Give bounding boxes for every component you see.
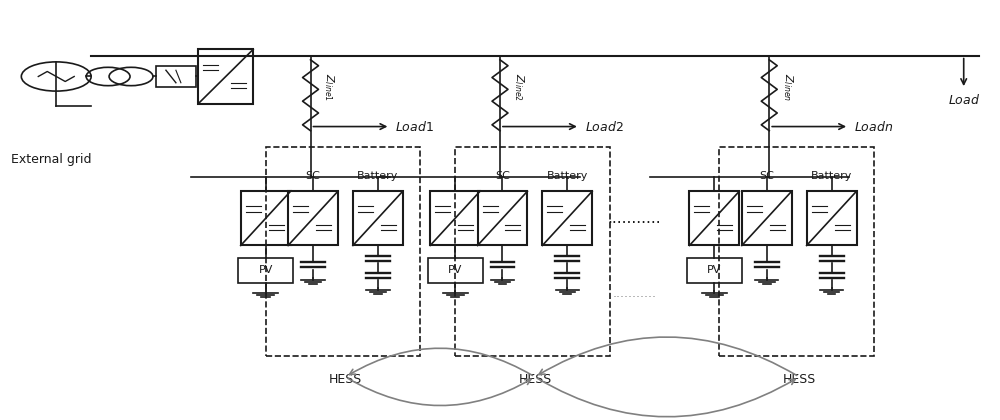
Bar [478,191,527,245]
Bar [198,50,253,104]
Text: Battery: Battery [357,171,399,181]
Text: $\it{Load}$: $\it{Load}$ [948,93,980,107]
Bar [430,191,480,245]
Text: $\it{Loadn}$: $\it{Loadn}$ [854,120,893,134]
Text: PV: PV [707,265,722,276]
Text: Battery: Battery [811,171,852,181]
Bar [742,191,792,245]
Text: ...........: ........... [613,287,657,300]
Text: SC: SC [759,171,774,181]
Bar [238,258,293,283]
Text: PV: PV [258,265,273,276]
Bar [156,66,196,87]
Bar [807,191,857,245]
Text: SC: SC [495,171,510,181]
Text: SC: SC [306,171,320,181]
Text: $Z_{linen}$: $Z_{linen}$ [781,73,795,101]
Text: HESS: HESS [783,373,816,386]
Text: PV: PV [448,265,462,276]
Bar [689,191,739,245]
Text: Battery: Battery [547,171,588,181]
Bar [288,191,338,245]
Text: ...........: ........... [608,211,661,226]
Text: $\it{Load2}$: $\it{Load2}$ [585,120,624,134]
Text: External grid: External grid [11,153,92,166]
Text: HESS: HESS [518,373,552,386]
Bar [719,147,874,356]
Bar [353,191,403,245]
Text: HESS: HESS [329,373,362,386]
Bar [687,258,742,283]
Bar [266,147,420,356]
Bar [542,191,592,245]
Text: $\it{Load1}$: $\it{Load1}$ [395,120,434,134]
Bar [455,147,610,356]
Bar [428,258,483,283]
Bar [241,191,291,245]
Text: $Z_{line2}$: $Z_{line2}$ [512,73,526,101]
Text: $Z_{line1}$: $Z_{line1}$ [322,73,336,101]
